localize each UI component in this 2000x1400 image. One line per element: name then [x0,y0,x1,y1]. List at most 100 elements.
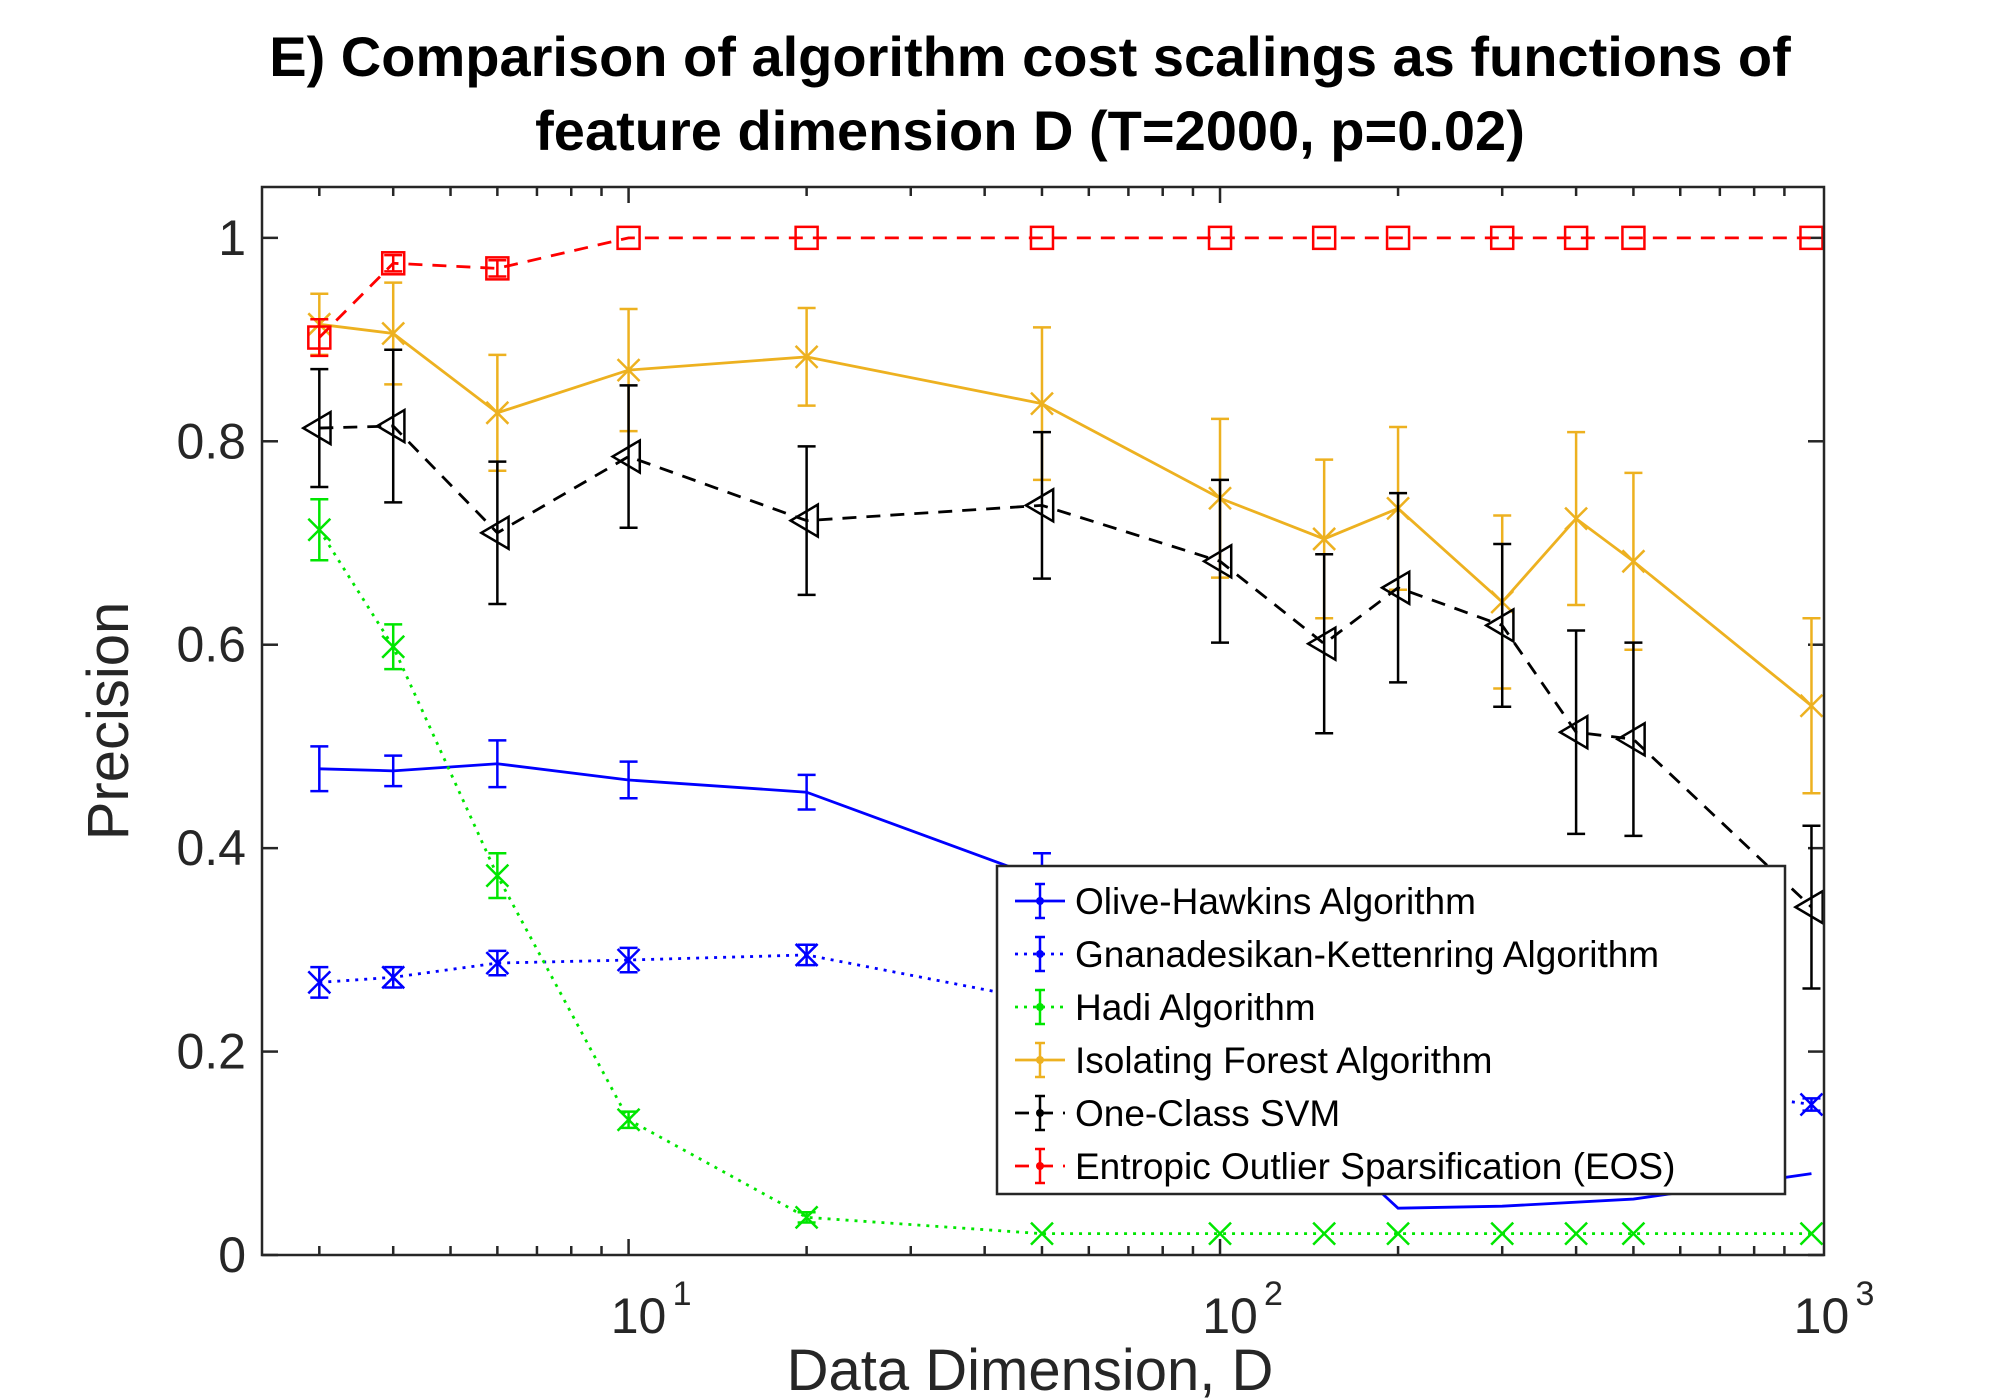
data-point [1207,225,1233,251]
data-point [788,502,820,539]
legend-entry-1: Gnanadesikan-Kettenring Algorithm [1015,934,1659,975]
legend-entry-0: Olive-Hawkins Algorithm [1015,881,1476,922]
data-point [478,514,510,552]
chart-subtitle: feature dimension D (T=2000, p=0.02) [535,99,1525,162]
data-point [1036,1162,1044,1170]
data-point [307,517,332,542]
chart-title: E) Comparison of algorithm cost scalings… [269,25,1791,88]
data-point [1023,487,1055,524]
data-point [307,970,332,995]
series-layer [300,225,1824,1246]
data-point [1563,225,1589,251]
data-point [794,225,819,251]
x-tick-label-exponent: 2 [1264,1275,1283,1313]
data-point [794,1205,819,1230]
data-point [1799,1221,1824,1246]
data-point [1036,1056,1044,1064]
plot-box [260,185,1826,1257]
y-tick-label: 0.6 [176,617,246,673]
x-tick-label: 10 [611,1288,667,1344]
data-point [610,438,642,475]
data-point [1490,1221,1515,1246]
data-point [1793,888,1824,926]
data-point [485,400,510,425]
data-point [1030,391,1054,416]
legend: Olive-Hawkins Algorithm Gnanadesikan-Kett… [995,864,1787,1196]
y-tick-label: 1 [218,210,246,266]
data-point [1564,1221,1588,1246]
data-point [485,951,510,975]
data-point [1799,693,1824,718]
data-point [1201,543,1233,580]
legend-entry-3: Isolating Forest Algorithm [1015,1040,1492,1081]
data-point [1799,225,1824,251]
data-point [1379,569,1411,606]
data-point [1621,1221,1646,1246]
data-point [380,251,406,276]
y-axis-label: Precision [76,602,141,841]
data-point [1036,950,1044,958]
legend-label: Entropic Outlier Sparsification (EOS) [1075,1146,1675,1187]
data-point [1208,1221,1232,1246]
legend-label: Gnanadesikan-Kettenring Algorithm [1075,934,1659,975]
legend-label: Olive-Hawkins Algorithm [1075,881,1476,922]
data-point [485,256,510,281]
data-point [1311,225,1337,251]
data-point [1029,225,1055,251]
data-point [1799,1092,1824,1117]
data-point [1614,721,1646,758]
data-point [1557,714,1589,751]
data-point [616,225,641,251]
series-5 [307,225,1824,358]
axis-ticks [262,187,1824,1257]
legend-entry-2: Hadi Algorithm [1015,987,1316,1028]
data-point [381,321,406,346]
y-tick-label: 0 [218,1227,246,1283]
data-point [1036,897,1044,905]
data-point [485,863,510,888]
data-point [1385,225,1411,251]
x-tick-label-exponent: 3 [1855,1275,1874,1313]
y-tick-label: 0.8 [176,413,246,469]
data-point [381,634,406,659]
data-point [1621,225,1646,251]
x-tick-label-exponent: 1 [673,1275,692,1313]
x-tick-label: 10 [1794,1288,1850,1344]
data-point [1312,527,1337,551]
legend-box [995,864,1787,1196]
data-point [1036,1109,1044,1117]
data-point [1312,1221,1337,1246]
legend-label: Hadi Algorithm [1075,987,1316,1028]
series-0 [310,739,1812,1210]
legend-label: Isolating Forest Algorithm [1075,1040,1492,1081]
data-point [1030,1221,1054,1246]
series-4 [300,348,1824,990]
data-point [381,965,406,990]
data-point [616,948,641,972]
data-point [307,325,332,350]
legend-entry-5: Entropic Outlier Sparsification (EOS) [1015,1146,1675,1187]
series-line [319,762,1812,1210]
legend-label: One-Class SVM [1075,1093,1340,1134]
data-point [300,409,332,447]
data-point [794,344,819,369]
data-point [1305,625,1337,662]
x-tick-label: 10 [1202,1288,1258,1344]
x-axis-label: Data Dimension, D [787,1338,1274,1400]
data-point [1483,607,1515,644]
data-point [616,1107,641,1132]
series-2 [307,498,1824,1246]
data-point [794,943,819,967]
data-point [616,358,641,382]
data-point [374,407,406,445]
legend-entry-4: One-Class SVM [1015,1093,1340,1134]
data-point [1036,1003,1044,1011]
data-point [1489,225,1515,251]
y-tick-label: 0.4 [176,820,246,876]
data-point [1386,1221,1410,1246]
data-point [1564,506,1588,531]
data-point [1621,549,1646,574]
y-tick-label: 0.2 [176,1024,246,1080]
